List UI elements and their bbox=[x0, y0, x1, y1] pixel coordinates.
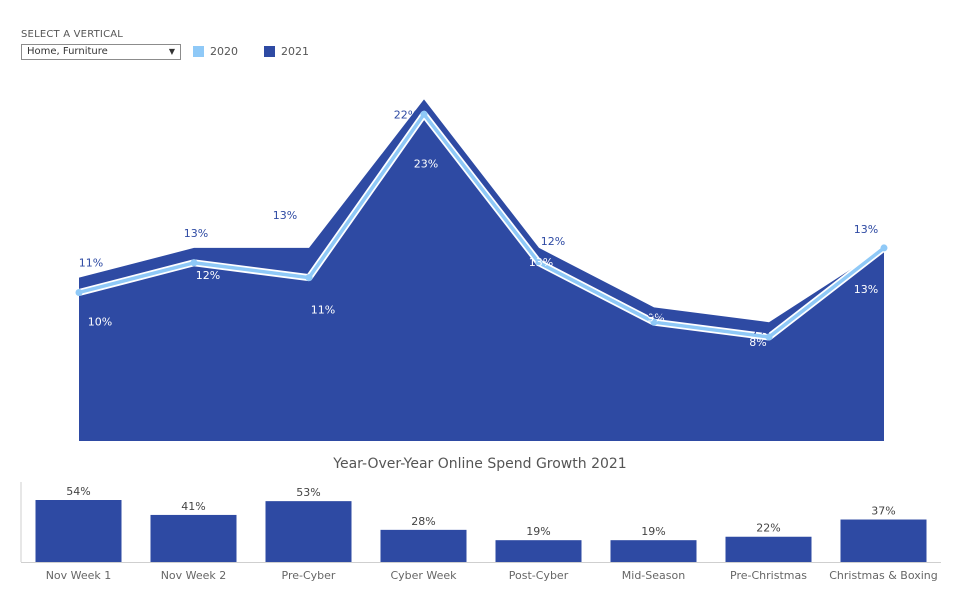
vertical-select-value: Home, Furniture bbox=[27, 46, 108, 57]
chevron-down-icon[interactable]: ▼ bbox=[168, 47, 175, 56]
filter-label: SELECT A VERTICAL bbox=[21, 29, 124, 40]
bar bbox=[610, 540, 697, 562]
data-label-2021: 11% bbox=[79, 257, 103, 270]
bar bbox=[150, 514, 237, 562]
data-label-2020: 7% bbox=[752, 324, 769, 337]
bar-category-label: Pre-Cyber bbox=[282, 569, 336, 582]
bar bbox=[725, 536, 812, 562]
data-label-2021: 13% bbox=[184, 227, 208, 240]
legend-label-2021: 2021 bbox=[281, 44, 309, 58]
bar-value-label: 37% bbox=[871, 505, 895, 518]
legend-label-2020: 2020 bbox=[210, 44, 238, 58]
point-2020 bbox=[75, 288, 83, 296]
bar-category-label: Christmas & Boxing bbox=[829, 569, 938, 582]
bar-value-label: 53% bbox=[296, 486, 320, 499]
data-label-2021: 23% bbox=[414, 157, 438, 170]
legend-item-2021[interactable]: 2021 bbox=[264, 44, 309, 58]
bar-value-label: 22% bbox=[756, 522, 780, 535]
bar-value-label: 19% bbox=[641, 525, 665, 538]
data-label-2020: 13% bbox=[854, 283, 878, 296]
point-2020 bbox=[765, 333, 773, 341]
data-label-2020: 10% bbox=[88, 315, 112, 328]
bar-value-label: 54% bbox=[66, 485, 90, 498]
vertical-select[interactable]: Home, Furniture ▼ bbox=[21, 44, 181, 60]
bar-category-label: Pre-Christmas bbox=[730, 569, 807, 582]
point-2020 bbox=[880, 244, 888, 252]
bar-value-label: 28% bbox=[411, 515, 435, 528]
point-2020 bbox=[305, 274, 313, 282]
point-2020 bbox=[420, 110, 428, 118]
data-label-2020: 12% bbox=[541, 235, 565, 248]
data-label-2020: 11% bbox=[311, 304, 335, 317]
bar-value-label: 41% bbox=[181, 500, 205, 513]
bar-category-label: Post-Cyber bbox=[509, 569, 569, 582]
data-label-2021: 8% bbox=[749, 336, 766, 349]
line-2020 bbox=[78, 112, 886, 339]
bar-chart-title: Year-Over-Year Online Spend Growth 2021 bbox=[333, 456, 627, 472]
data-label-2021: 13% bbox=[273, 209, 297, 222]
point-2020 bbox=[650, 318, 658, 326]
bar bbox=[380, 529, 467, 562]
data-label-2021: 13% bbox=[529, 256, 553, 269]
data-label-2020: 12% bbox=[196, 269, 220, 282]
bar bbox=[265, 501, 352, 562]
data-label-2020: 8% bbox=[647, 307, 664, 320]
point-2020 bbox=[535, 259, 543, 267]
bar-category-label: Cyber Week bbox=[390, 569, 457, 582]
data-label-2021: 13% bbox=[854, 223, 878, 236]
bar-category-label: Nov Week 2 bbox=[161, 569, 227, 582]
area-line-chart: 11%13%13%23%13%9%8%13%10%12%11%22%12%8%7… bbox=[75, 99, 888, 441]
area-2021 bbox=[79, 99, 884, 441]
bar-value-label: 19% bbox=[526, 525, 550, 538]
bar-category-label: Nov Week 1 bbox=[46, 569, 112, 582]
data-label-2021: 9% bbox=[647, 311, 664, 324]
data-label-2020: 22% bbox=[394, 108, 418, 121]
bar bbox=[840, 519, 927, 562]
bar-category-label: Mid-Season bbox=[622, 569, 685, 582]
bar bbox=[495, 540, 582, 562]
legend-item-2020[interactable]: 2020 bbox=[193, 44, 238, 58]
legend-swatch-2021 bbox=[264, 45, 275, 57]
legend-swatch-2020 bbox=[193, 45, 204, 57]
point-2020 bbox=[190, 259, 198, 267]
bar bbox=[35, 500, 122, 562]
